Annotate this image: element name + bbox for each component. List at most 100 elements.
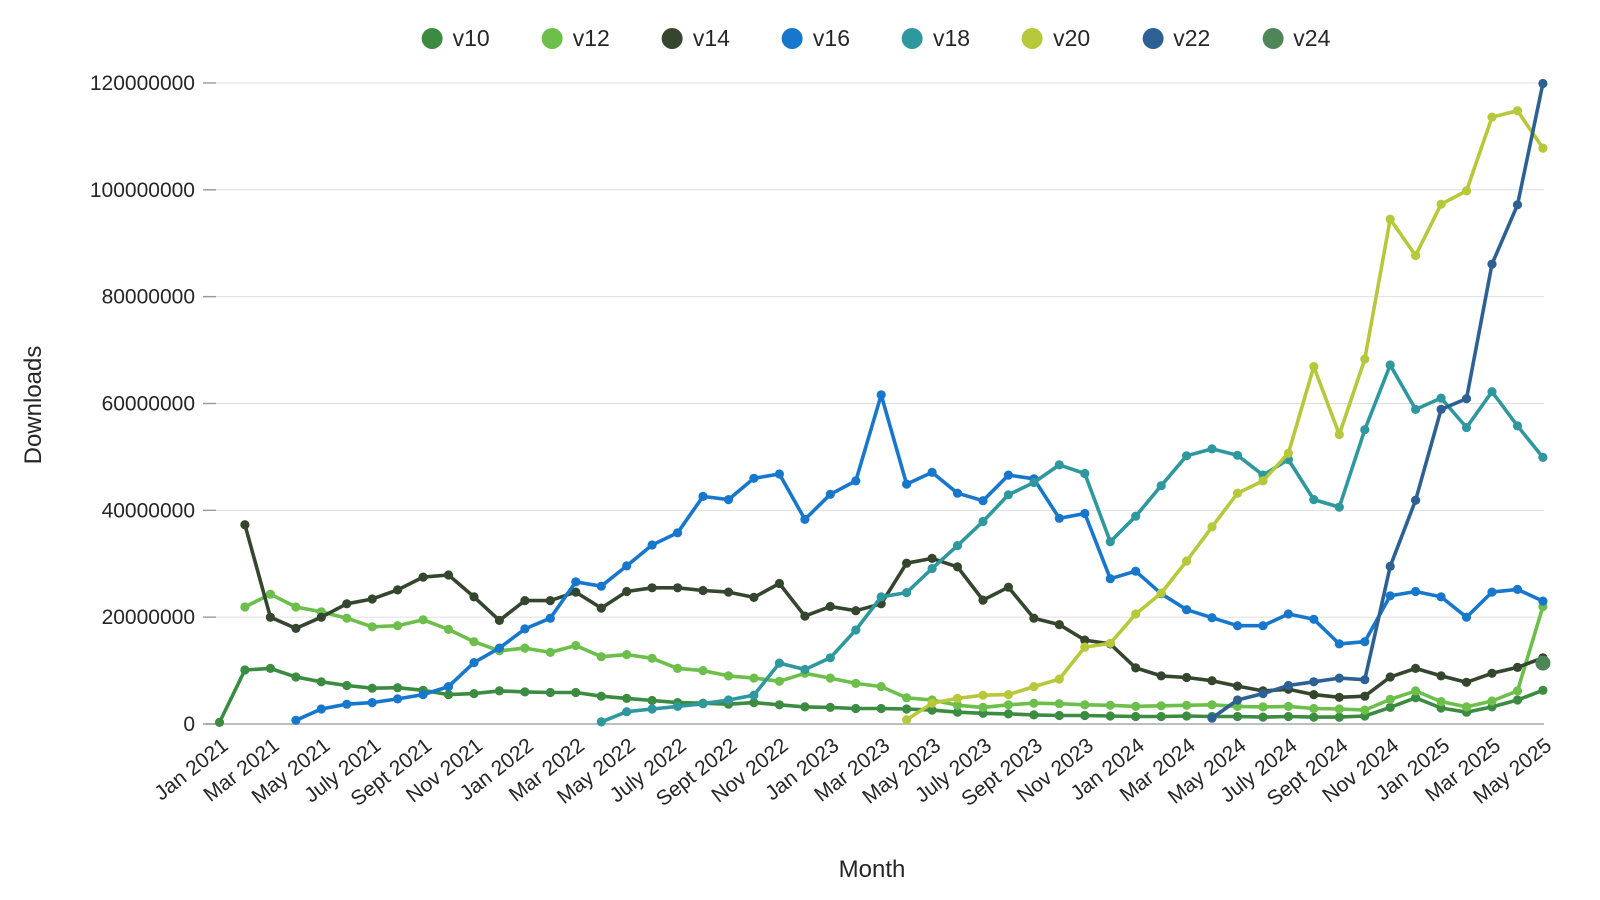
point-v20-July-2024: [1283, 448, 1293, 458]
point-v10-Apr-2021: [291, 672, 301, 682]
point-v12-Apr-2022: [596, 652, 606, 662]
point-v20-Jan-2024: [1131, 609, 1141, 619]
point-v10-Oct-2021: [443, 690, 454, 700]
point-v14-Jan-2022: [520, 596, 530, 606]
point-v14-Sept-2021: [418, 572, 428, 582]
point-v16-Apr-2021: [291, 715, 301, 725]
point-v18-July-2022: [673, 701, 683, 712]
point-v16-Mar-2024: [1182, 605, 1192, 615]
series-line-v18: [599, 363, 1545, 724]
point-v18-Jan-2023: [825, 653, 835, 663]
legend-item-v20[interactable]: v20: [1022, 27, 1090, 50]
legend-item-v10[interactable]: v10: [421, 27, 490, 50]
legend-item-v24[interactable]: v24: [1262, 27, 1330, 50]
point-v22-June-2024: [1258, 689, 1268, 699]
point-v20-Dec-2023: [1105, 638, 1115, 648]
point-v20-Sept-2023: [1029, 682, 1039, 692]
point-v12-July-2023: [978, 702, 988, 713]
point-v22-Dec-2024: [1411, 495, 1421, 505]
legend-swatch-v14-icon: [661, 28, 683, 49]
legend-item-v18[interactable]: v18: [902, 27, 970, 50]
point-v14-July-2021: [367, 594, 377, 604]
point-v18-Mar-2024: [1182, 451, 1192, 461]
legend-item-v16[interactable]: v16: [781, 25, 850, 51]
point-v10-Jan-2025: [1436, 703, 1446, 713]
point-v18-Feb-2023: [851, 625, 861, 635]
point-v10-June-2021: [342, 680, 352, 691]
legend-item-v12[interactable]: v12: [541, 27, 610, 50]
point-v10-Mar-2022: [571, 687, 581, 698]
point-v18-Jan-2024: [1131, 511, 1141, 521]
point-v16-Sept-2024: [1334, 639, 1344, 649]
point-v12-Nov-2022: [774, 676, 785, 686]
point-v14-June-2022: [647, 583, 657, 593]
point-v16-Oct-2024: [1360, 637, 1370, 647]
legend-item-v14[interactable]: v14: [661, 27, 730, 50]
point-v12-Feb-2023: [851, 678, 861, 689]
point-v20-May-2024: [1232, 488, 1243, 498]
legend-swatch-v20-icon: [1022, 28, 1044, 49]
point-v16-Mar-2023: [876, 390, 886, 400]
point-v20-Oct-2024: [1360, 354, 1370, 364]
point-v20-Mar-2024: [1182, 556, 1192, 566]
series-line-v12: [243, 592, 1545, 712]
point-v12-June-2021: [342, 613, 352, 623]
point-v16-June-2021: [342, 699, 352, 709]
legend-item-v22[interactable]: v22: [1142, 27, 1210, 50]
point-v16-July-2024: [1283, 609, 1293, 619]
point-v18-May-2022: [622, 707, 632, 717]
point-v10-Sept-2023: [1029, 710, 1039, 720]
point-v14-Nov-2021: [469, 592, 479, 602]
point-v16-Nov-2022: [774, 469, 785, 479]
point-v22-Nov-2024: [1385, 561, 1395, 572]
point-v14-Oct-2021: [443, 570, 454, 580]
point-v10-July-2021: [367, 683, 377, 693]
y-tick-label-40000000: 40000000: [102, 499, 195, 522]
point-v18-Aug-2024: [1309, 495, 1319, 505]
legend-swatch-v16-icon: [781, 28, 803, 49]
point-v12-Aug-2023: [1003, 700, 1014, 710]
point-v16-Aug-2024: [1309, 614, 1319, 624]
point-v10-June-2022: [647, 695, 657, 706]
point-v10-Apr-2022: [596, 691, 606, 701]
point-v12-Nov-2023: [1080, 700, 1090, 710]
point-v14-July-2023: [978, 595, 988, 605]
point-v14-Feb-2023: [851, 606, 861, 616]
point-v18-May-2025: [1538, 452, 1548, 462]
point-v16-Dec-2023: [1105, 574, 1115, 584]
point-v18-June-2022: [647, 704, 657, 714]
point-v18-Sept-2024: [1334, 502, 1344, 512]
point-v12-Mar-2021: [265, 589, 275, 599]
point-v18-May-2024: [1232, 450, 1243, 460]
point-v12-Sept-2022: [723, 671, 734, 681]
point-v10-May-2022: [622, 693, 632, 704]
point-v14-Oct-2022: [749, 592, 759, 603]
series-line-v20: [904, 108, 1545, 722]
point-v14-Nov-2023: [1080, 635, 1090, 645]
legend-label: v16: [812, 25, 850, 51]
point-v22-May-2024: [1232, 695, 1243, 705]
point-v16-May-2023: [927, 467, 937, 477]
point-v20-Nov-2023: [1080, 642, 1090, 652]
point-v10-Jan-2022: [520, 687, 530, 697]
point-v12-Oct-2024: [1360, 705, 1370, 715]
point-v16-July-2021: [367, 698, 377, 708]
point-v18-Apr-2025: [1512, 421, 1523, 431]
point-v20-June-2024: [1258, 476, 1268, 486]
point-v12-Dec-2024: [1411, 686, 1421, 696]
point-v18-Dec-2022: [800, 664, 810, 675]
point-v18-May-2023: [927, 563, 937, 574]
point-v18-Feb-2024: [1156, 481, 1166, 491]
point-v10-May-2025: [1538, 685, 1548, 695]
point-v22-Apr-2024: [1207, 713, 1217, 723]
point-v16-May-2022: [622, 561, 632, 571]
y-tick-label-60000000: 60000000: [102, 392, 195, 415]
point-v16-Apr-2025: [1512, 584, 1523, 595]
point-v12-Feb-2021: [240, 602, 250, 612]
point-v16-Jan-2023: [825, 489, 835, 499]
point-v20-Apr-2024: [1207, 522, 1217, 532]
legend-label: v24: [1293, 25, 1331, 51]
point-v16-Aug-2022: [698, 491, 708, 501]
point-v14-Feb-2022: [545, 596, 555, 606]
